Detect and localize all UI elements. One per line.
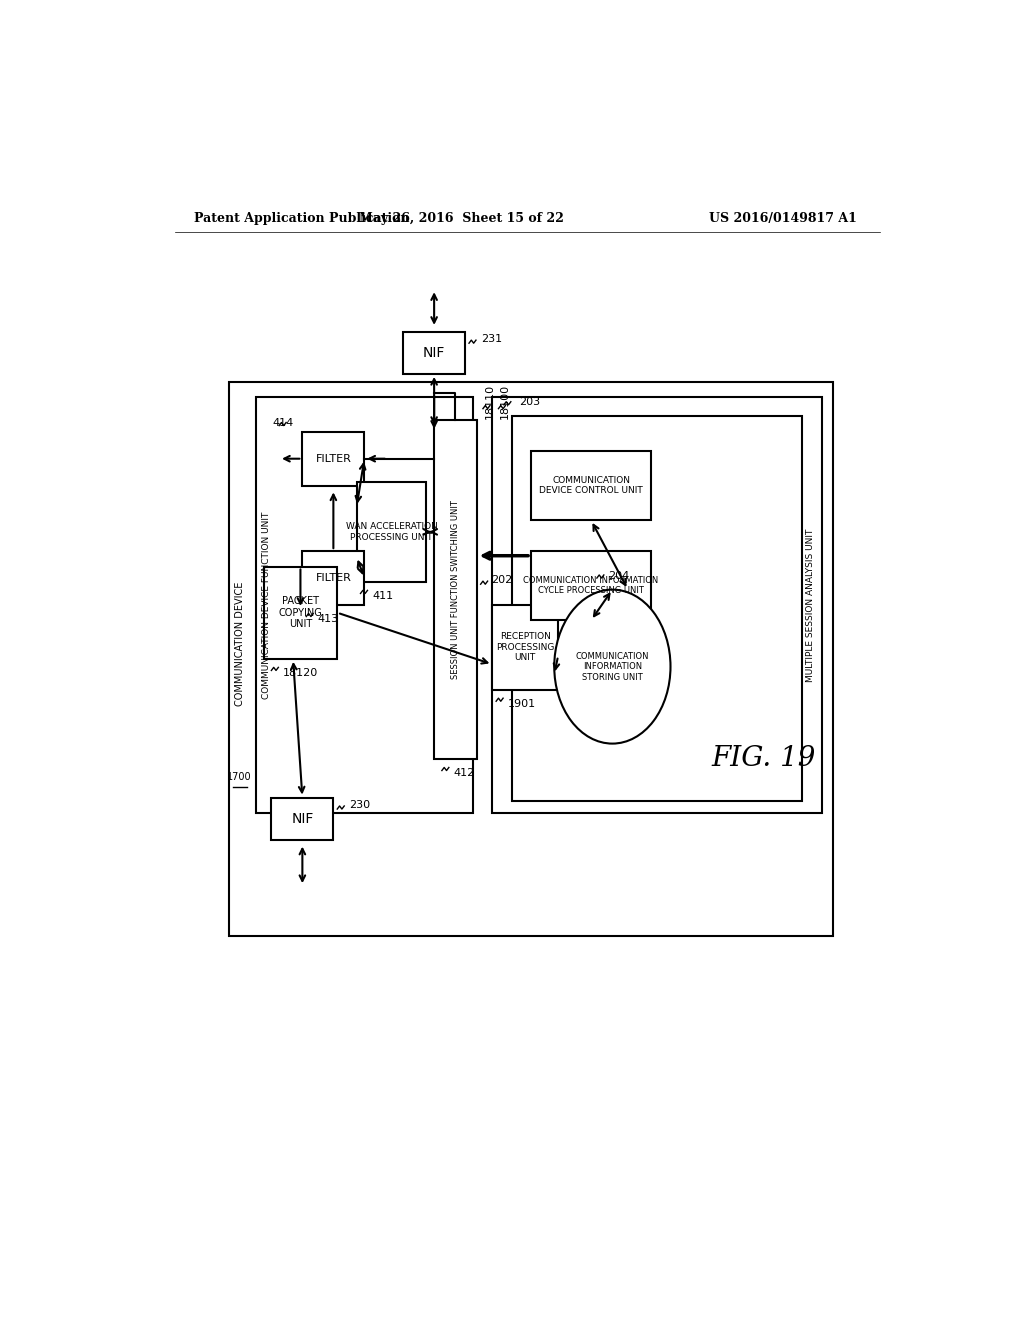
- Bar: [493, 605, 558, 689]
- Bar: [356, 482, 426, 582]
- Bar: [256, 397, 473, 813]
- Text: SESSION UNIT FUNCTION SWITCHING UNIT: SESSION UNIT FUNCTION SWITCHING UNIT: [451, 500, 460, 678]
- Text: FILTER: FILTER: [315, 454, 351, 463]
- Text: 231: 231: [480, 334, 502, 345]
- Bar: [531, 552, 651, 620]
- Text: 18110: 18110: [484, 383, 495, 418]
- Bar: [531, 451, 651, 520]
- Text: 204: 204: [608, 570, 630, 581]
- Text: 414: 414: [273, 417, 294, 428]
- Text: 18100: 18100: [500, 383, 510, 418]
- Text: FILTER: FILTER: [315, 573, 351, 583]
- Text: FIG. 19: FIG. 19: [712, 746, 816, 772]
- Text: 412: 412: [454, 768, 475, 777]
- Text: 230: 230: [349, 800, 370, 810]
- Ellipse shape: [554, 590, 671, 743]
- Bar: [434, 420, 477, 759]
- Bar: [403, 331, 465, 374]
- Text: Patent Application Publication: Patent Application Publication: [194, 213, 410, 224]
- Text: COMMUNICATION DEVICE: COMMUNICATION DEVICE: [234, 581, 245, 706]
- Text: US 2016/0149817 A1: US 2016/0149817 A1: [709, 213, 856, 224]
- Text: PACKET
COPYING
UNIT: PACKET COPYING UNIT: [279, 597, 323, 630]
- Text: COMMUNICATION INFORMATION
CYCLE PROCESSING UNIT: COMMUNICATION INFORMATION CYCLE PROCESSI…: [523, 576, 658, 595]
- Text: 413: 413: [317, 614, 339, 624]
- Text: 1700: 1700: [227, 772, 252, 783]
- Text: May 26, 2016  Sheet 15 of 22: May 26, 2016 Sheet 15 of 22: [358, 213, 563, 224]
- Bar: [512, 416, 802, 801]
- Text: NIF: NIF: [423, 346, 445, 360]
- Text: MULTIPLE SESSION ANALYSIS UNIT: MULTIPLE SESSION ANALYSIS UNIT: [806, 528, 815, 681]
- Bar: [302, 552, 365, 605]
- Text: NIF: NIF: [291, 812, 313, 826]
- Text: 1901: 1901: [508, 698, 536, 709]
- Text: 202: 202: [490, 576, 512, 585]
- Text: 411: 411: [372, 591, 393, 601]
- Text: WAN ACCELERATION
PROCESSING UNIT: WAN ACCELERATION PROCESSING UNIT: [345, 523, 437, 541]
- Text: COMMUNICATION
INFORMATION
STORING UNIT: COMMUNICATION INFORMATION STORING UNIT: [575, 652, 649, 681]
- Bar: [228, 381, 834, 936]
- Bar: [271, 797, 334, 840]
- Bar: [302, 432, 365, 486]
- Text: COMMUNICATION DEVICE FUNCTION UNIT: COMMUNICATION DEVICE FUNCTION UNIT: [262, 511, 271, 698]
- Text: 203: 203: [519, 397, 541, 408]
- Text: RECEPTION
PROCESSING
UNIT: RECEPTION PROCESSING UNIT: [496, 632, 554, 663]
- Text: 18120: 18120: [283, 668, 318, 677]
- Bar: [263, 566, 337, 659]
- Bar: [493, 397, 821, 813]
- Text: COMMUNICATION
DEVICE CONTROL UNIT: COMMUNICATION DEVICE CONTROL UNIT: [540, 477, 643, 495]
